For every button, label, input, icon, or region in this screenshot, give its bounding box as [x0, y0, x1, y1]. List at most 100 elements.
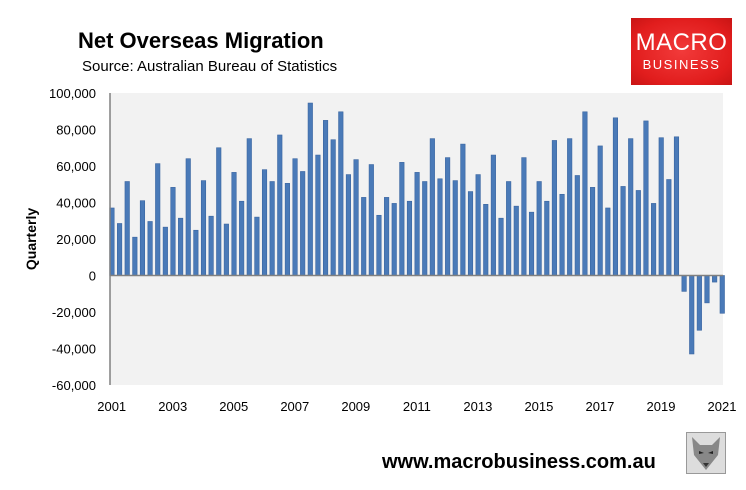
x-tick-label: 2011 — [403, 399, 431, 414]
bar — [635, 190, 641, 276]
bar — [429, 138, 435, 276]
bar — [467, 191, 474, 276]
bar — [628, 138, 634, 276]
x-tick-label: 2007 — [280, 399, 309, 414]
bar — [528, 211, 535, 276]
bar — [376, 214, 382, 276]
bar — [544, 200, 550, 276]
bar — [307, 102, 313, 276]
bar — [460, 143, 466, 276]
x-tick-label: 2021 — [708, 399, 737, 414]
bar — [200, 180, 207, 276]
bar — [452, 180, 458, 276]
bar — [170, 187, 176, 276]
bar — [559, 193, 565, 276]
y-tick-label: 20,000 — [56, 232, 96, 247]
bar — [696, 275, 702, 331]
y-tick-label: -40,000 — [52, 342, 96, 357]
y-tick-label: 80,000 — [56, 123, 96, 138]
website-url: www.macrobusiness.com.au — [382, 451, 656, 473]
bar — [277, 134, 283, 276]
bar — [422, 181, 428, 276]
bar — [406, 200, 413, 276]
y-axis-label: Quarterly — [23, 208, 39, 270]
bar — [704, 275, 710, 304]
bar — [719, 275, 725, 314]
bar — [246, 138, 252, 276]
bar — [651, 203, 657, 276]
bar — [300, 171, 306, 276]
bar — [254, 216, 260, 276]
bar — [521, 157, 527, 276]
bar — [338, 111, 344, 276]
x-tick-label: 2001 — [97, 399, 126, 414]
y-tick-label: 100,000 — [49, 86, 96, 101]
bar — [117, 223, 123, 276]
x-tick-label: 2015 — [524, 399, 553, 414]
bar — [574, 175, 580, 276]
bar — [681, 275, 687, 292]
bar — [490, 154, 496, 276]
x-tick-label: 2003 — [158, 399, 187, 414]
bar — [567, 138, 573, 276]
bar — [345, 174, 351, 276]
bar — [193, 229, 199, 276]
bar — [445, 157, 451, 276]
bar — [353, 159, 359, 276]
bar — [315, 154, 321, 276]
y-tick-label: -20,000 — [52, 305, 96, 320]
x-tick-label: 2019 — [647, 399, 676, 414]
bar — [582, 111, 588, 276]
bar — [391, 203, 397, 276]
bar — [284, 183, 290, 276]
x-tick-label: 2009 — [341, 399, 370, 414]
bar — [384, 197, 390, 276]
y-tick-label: 60,000 — [56, 159, 96, 174]
bar — [658, 137, 664, 276]
macrobusiness-logo: MACRO BUSINESS — [631, 18, 732, 85]
bar — [239, 200, 245, 276]
bar — [673, 136, 680, 276]
y-tick-label: 0 — [89, 269, 96, 284]
bar — [437, 178, 443, 276]
bar — [368, 164, 374, 276]
bar — [483, 204, 489, 276]
bar — [666, 179, 672, 276]
bar — [147, 221, 153, 276]
bar — [605, 207, 611, 276]
logo-line2: BUSINESS — [642, 57, 721, 72]
logo-line1: MACRO — [635, 29, 728, 56]
chart-title: Net Overseas Migration — [78, 28, 324, 53]
bar — [551, 140, 557, 276]
bar — [536, 181, 542, 276]
x-tick-label: 2017 — [585, 399, 614, 414]
bar — [597, 145, 603, 276]
x-tick-label: 2013 — [463, 399, 492, 414]
bar — [162, 226, 168, 276]
bar — [506, 181, 512, 276]
chart-source: Source: Australian Bureau of Statistics — [82, 58, 338, 75]
bar — [231, 172, 237, 276]
bar — [620, 186, 626, 276]
bar — [475, 174, 481, 276]
bar — [590, 187, 596, 276]
wolf-icon — [686, 432, 726, 474]
bar — [399, 162, 405, 276]
bar — [132, 236, 138, 276]
bar — [689, 275, 695, 355]
bar — [712, 275, 718, 283]
bar — [216, 147, 222, 276]
bar — [513, 205, 519, 276]
bar — [124, 181, 130, 276]
bar — [323, 120, 329, 276]
x-tick-label: 2005 — [219, 399, 248, 414]
bar — [612, 117, 618, 276]
bar — [261, 169, 268, 276]
bar — [139, 200, 146, 276]
bar — [223, 223, 229, 276]
bar — [414, 172, 420, 276]
bar — [292, 158, 298, 276]
bar — [330, 139, 336, 276]
y-tick-label: 40,000 — [56, 196, 96, 211]
